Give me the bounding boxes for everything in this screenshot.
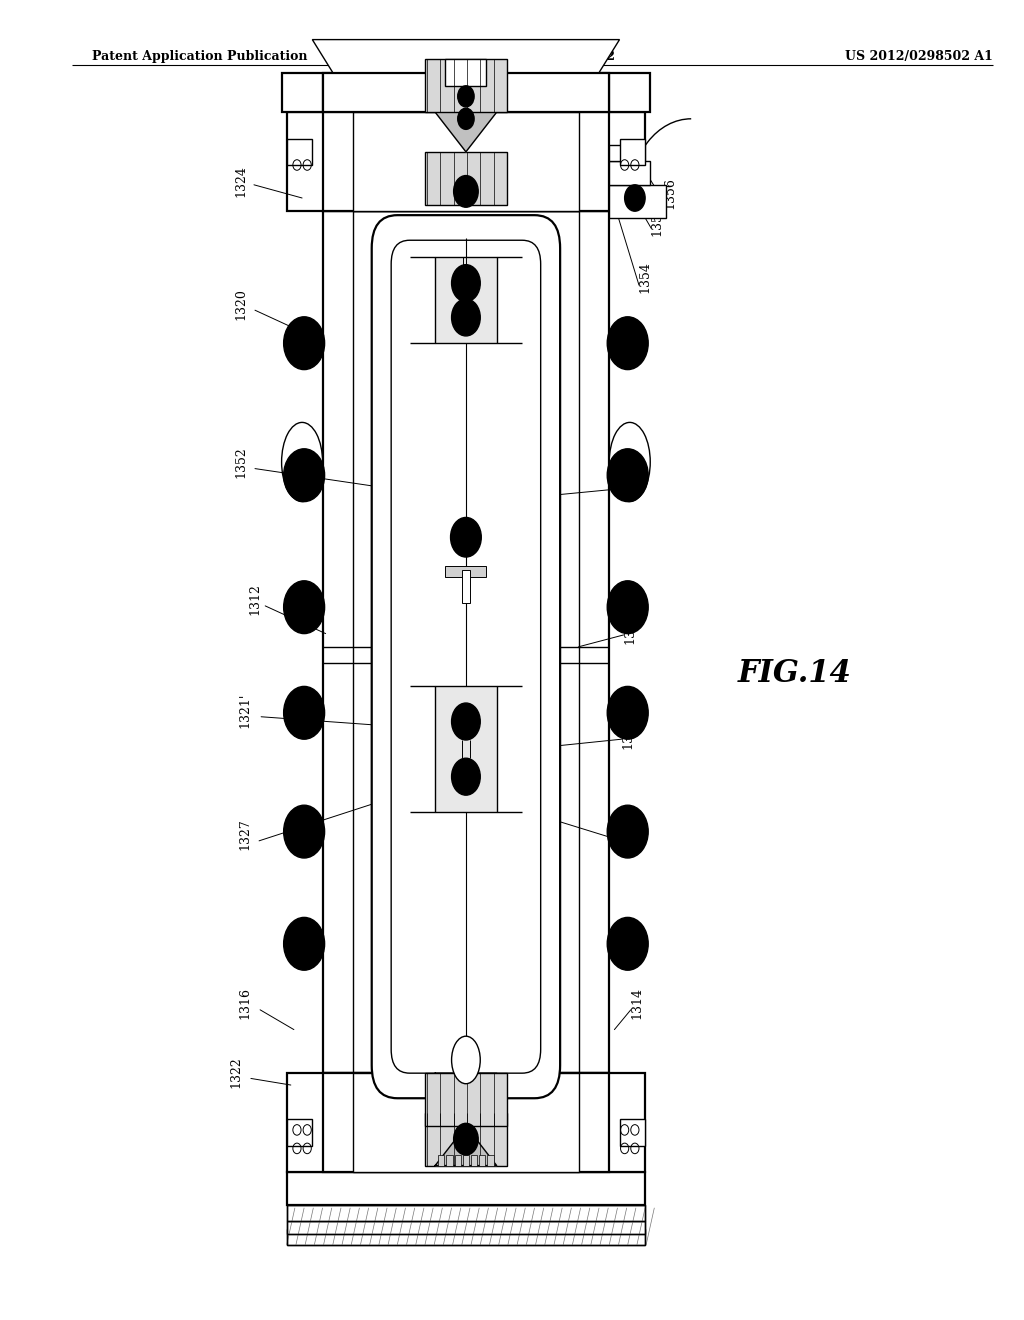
Text: 1327: 1327 [239, 818, 251, 850]
Text: 1321': 1321' [239, 693, 251, 727]
Text: 1310: 1310 [624, 612, 636, 644]
Bar [287, 1073, 645, 1172]
Circle shape [458, 108, 474, 129]
Bar [463, 1155, 469, 1166]
Text: FIG.14: FIG.14 [737, 657, 851, 689]
Circle shape [284, 805, 325, 858]
Bar [323, 211, 609, 1073]
Text: 1320: 1320 [234, 288, 247, 319]
Circle shape [607, 317, 648, 370]
Polygon shape [435, 1073, 497, 1113]
Bar [438, 1155, 444, 1166]
FancyBboxPatch shape [391, 240, 541, 1073]
Text: 1356: 1356 [664, 177, 676, 209]
Text: 1350: 1350 [624, 466, 636, 498]
Text: 1358: 1358 [651, 205, 664, 236]
FancyBboxPatch shape [372, 215, 560, 1098]
Bar [620, 1119, 645, 1146]
Circle shape [452, 300, 480, 337]
Polygon shape [435, 112, 497, 152]
Circle shape [284, 581, 325, 634]
Bar [487, 1155, 494, 1166]
Bar [287, 112, 645, 211]
Text: 1322: 1322 [229, 1056, 242, 1088]
Text: Patent Application Publication: Patent Application Publication [92, 50, 307, 63]
Text: 1312: 1312 [249, 583, 261, 615]
Text: 1326: 1326 [547, 91, 559, 123]
Ellipse shape [282, 422, 323, 502]
Bar [445, 59, 486, 86]
Circle shape [284, 686, 325, 739]
Bar [353, 112, 579, 211]
Circle shape [454, 1123, 478, 1155]
Bar [435, 686, 497, 812]
Text: 1328: 1328 [357, 91, 370, 123]
Text: 1314: 1314 [631, 987, 643, 1019]
Circle shape [451, 517, 481, 557]
Bar [287, 1172, 645, 1205]
Bar [287, 1229, 645, 1245]
Bar [446, 1155, 453, 1166]
Text: 1352: 1352 [234, 446, 247, 478]
Bar [287, 1119, 312, 1146]
Bar [425, 59, 507, 112]
Text: 1316: 1316 [239, 987, 251, 1019]
Bar [425, 152, 507, 205]
Bar [609, 185, 666, 218]
Circle shape [607, 449, 648, 502]
Circle shape [284, 317, 325, 370]
Ellipse shape [609, 422, 650, 502]
Bar [323, 112, 609, 211]
Circle shape [607, 805, 648, 858]
Circle shape [284, 917, 325, 970]
Text: 1327: 1327 [622, 818, 634, 850]
Text: 1321: 1321 [622, 717, 634, 748]
Polygon shape [435, 1126, 497, 1166]
Circle shape [607, 581, 648, 634]
Bar [462, 570, 470, 603]
Bar [323, 73, 609, 112]
Bar [282, 73, 650, 112]
Bar [609, 161, 650, 185]
Text: 1324: 1324 [234, 165, 247, 197]
Bar [609, 145, 640, 161]
Circle shape [607, 917, 648, 970]
Bar [425, 1113, 507, 1166]
Circle shape [452, 264, 480, 302]
Bar [353, 211, 579, 1073]
Circle shape [454, 176, 478, 207]
Circle shape [284, 449, 325, 502]
Bar [479, 1155, 485, 1166]
Bar [425, 1073, 507, 1126]
Bar [620, 139, 645, 165]
Circle shape [458, 86, 474, 107]
Bar [353, 1073, 579, 1172]
Circle shape [607, 686, 648, 739]
Polygon shape [312, 40, 620, 73]
Bar [287, 1221, 645, 1234]
Bar [445, 566, 486, 577]
Bar [287, 1205, 645, 1221]
Circle shape [625, 185, 645, 211]
Circle shape [452, 758, 480, 795]
Bar [471, 1155, 477, 1166]
Text: Nov. 29, 2012  Sheet 17 of 22: Nov. 29, 2012 Sheet 17 of 22 [409, 50, 615, 63]
Bar [287, 1205, 645, 1245]
Bar [435, 257, 497, 343]
Bar [323, 1073, 609, 1172]
Circle shape [452, 704, 480, 741]
Ellipse shape [452, 1036, 480, 1084]
Bar [287, 139, 312, 165]
Text: 1354: 1354 [639, 261, 651, 293]
Bar [455, 1155, 461, 1166]
Text: US 2012/0298502 A1: US 2012/0298502 A1 [846, 50, 993, 63]
